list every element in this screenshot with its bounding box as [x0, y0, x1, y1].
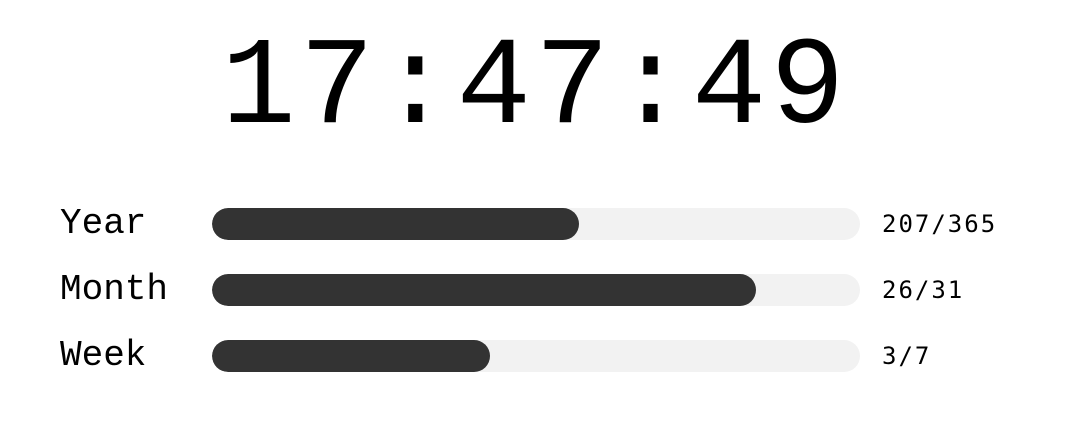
- month-progress-track: [212, 274, 860, 306]
- week-progress-value: 3/7: [882, 342, 932, 370]
- week-label: Week: [60, 335, 147, 376]
- year-progress-fill: [212, 208, 580, 240]
- year-progress-value: 207/365: [882, 210, 998, 238]
- month-progress-fill: [212, 274, 756, 306]
- clock-time: 17:47:49: [221, 20, 849, 160]
- week-progress-track: [212, 340, 860, 372]
- progress-row-week: Week 3/7: [0, 336, 1070, 376]
- year-progress-track: [212, 208, 860, 240]
- month-progress-value: 26/31: [882, 276, 965, 304]
- week-progress-fill: [212, 340, 490, 372]
- year-label: Year: [60, 203, 147, 244]
- month-label: Month: [60, 269, 169, 310]
- progress-row-month: Month 26/31: [0, 270, 1070, 310]
- progress-row-year: Year 207/365: [0, 204, 1070, 244]
